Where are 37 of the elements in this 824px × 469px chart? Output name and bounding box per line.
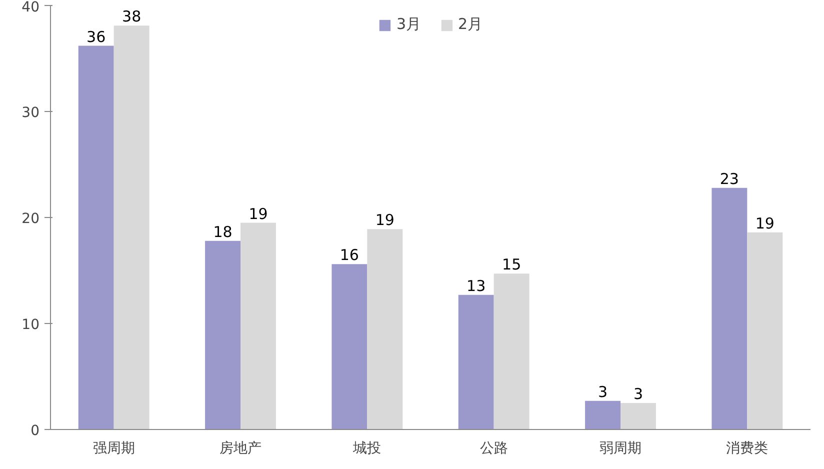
bar: [78, 46, 114, 430]
x-tick-label: 消费类: [726, 440, 768, 456]
bar: [240, 222, 276, 430]
bar: [367, 229, 403, 430]
data-label: 23: [720, 170, 739, 188]
x-tick-label: 公路: [480, 440, 508, 456]
bar: [332, 264, 368, 430]
legend-label: 2月: [458, 15, 483, 34]
x-tick-label: 城投: [352, 440, 382, 456]
x-tick-label: 弱周期: [600, 440, 642, 456]
data-label: 19: [755, 214, 774, 232]
data-label: 38: [122, 8, 142, 26]
bar: [494, 274, 530, 430]
y-tick-label: 40: [22, 0, 40, 16]
x-tick-label: 强周期: [92, 440, 135, 456]
bar: [747, 232, 783, 430]
y-tick-label: 20: [22, 211, 40, 227]
data-label: 3: [598, 382, 608, 401]
bar: [205, 240, 240, 430]
data-label: 15: [502, 256, 522, 274]
legend-label: 3月: [396, 15, 421, 34]
data-label: 16: [340, 246, 359, 264]
data-label: 19: [248, 204, 268, 223]
data-label: 18: [213, 222, 232, 241]
x-tick-label: 房地产: [220, 440, 262, 456]
bar: [114, 26, 150, 430]
data-label: 13: [466, 276, 486, 295]
bar: [620, 403, 656, 430]
data-label: 3: [633, 385, 644, 403]
y-tick-label: 30: [22, 105, 40, 121]
y-tick-label: 0: [30, 423, 40, 439]
data-label: 36: [86, 28, 106, 46]
bar: [585, 400, 620, 430]
data-label: 19: [375, 211, 394, 230]
bar: [458, 294, 494, 430]
y-tick-label: 10: [22, 317, 40, 333]
bar: [712, 188, 748, 430]
